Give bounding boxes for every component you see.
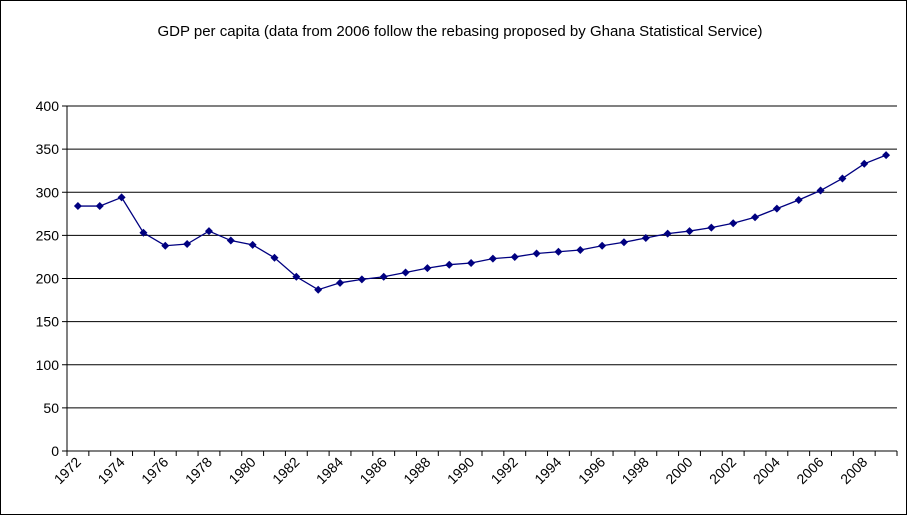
data-point — [772, 204, 781, 213]
data-point — [336, 278, 345, 287]
x-tick-label: 1992 — [488, 454, 521, 487]
x-tick-label: 2006 — [793, 454, 826, 487]
data-point — [663, 229, 672, 238]
data-point — [641, 233, 650, 242]
data-point — [838, 174, 847, 183]
data-point — [401, 268, 410, 277]
y-tick-label: 250 — [36, 227, 60, 243]
data-point — [794, 196, 803, 205]
data-point — [73, 202, 82, 211]
data-point — [204, 227, 213, 236]
x-tick-label: 1988 — [400, 454, 433, 487]
x-tick-label: 1980 — [225, 454, 258, 487]
data-point — [314, 285, 323, 294]
data-point — [816, 186, 825, 195]
data-point — [619, 238, 628, 247]
data-point — [598, 241, 607, 250]
x-tick-label: 1996 — [575, 454, 608, 487]
data-point — [248, 240, 257, 249]
data-point — [707, 223, 716, 232]
x-tick-label: 1998 — [619, 454, 652, 487]
data-point — [379, 272, 388, 281]
series-line — [77, 154, 887, 291]
gridlines — [67, 105, 897, 409]
x-tick-label: 1976 — [138, 454, 171, 487]
y-tick-label: 200 — [36, 271, 60, 287]
x-tick-label: 2000 — [662, 454, 695, 487]
y-tick-label: 400 — [36, 98, 60, 114]
data-point — [161, 241, 170, 250]
data-point — [860, 159, 869, 168]
y-tick-label: 350 — [36, 141, 60, 157]
axes — [62, 105, 898, 456]
y-tick-label: 150 — [36, 314, 60, 330]
data-point — [488, 254, 497, 263]
data-point — [576, 246, 585, 255]
x-tick-labels: 1972 1974 1976 1978 1980 1982 1984 1986 1988 1990… — [51, 454, 871, 487]
y-tick-label: 300 — [36, 184, 60, 200]
x-tick-label: 1974 — [94, 454, 127, 487]
data-point — [270, 253, 279, 262]
y-tick-label: 100 — [36, 357, 60, 373]
x-tick-label: 2004 — [750, 454, 783, 487]
data-point — [532, 249, 541, 258]
y-tick-label: 50 — [43, 400, 59, 416]
x-tick-label: 2008 — [837, 454, 870, 487]
data-point — [183, 240, 192, 248]
x-tick-label: 1984 — [313, 454, 346, 487]
x-tick-label: 1986 — [356, 454, 389, 487]
data-point — [510, 252, 519, 261]
data-point — [95, 202, 104, 211]
x-tick-label: 2002 — [706, 454, 739, 487]
x-tick-label: 1982 — [269, 454, 302, 487]
series — [73, 151, 891, 294]
data-point — [292, 272, 301, 281]
y-tick-labels: 0 50 100 150 200 250 300 350 400 — [36, 98, 60, 459]
data-point — [554, 247, 563, 256]
x-tick-label: 1994 — [531, 454, 564, 487]
data-point — [685, 227, 694, 236]
data-point — [467, 258, 476, 267]
x-tick-label: 1978 — [182, 454, 215, 487]
data-point — [423, 264, 432, 273]
data-point — [882, 151, 891, 160]
y-tick-label: 0 — [51, 443, 59, 459]
chart-title: GDP per capita (data from 2006 follow th… — [157, 23, 763, 40]
data-point — [117, 193, 126, 202]
x-tick-label: 1990 — [444, 454, 477, 487]
data-point — [357, 275, 366, 284]
data-point — [729, 219, 738, 228]
data-point — [226, 236, 235, 245]
data-point — [445, 260, 454, 269]
data-point — [751, 213, 760, 222]
data-point — [139, 228, 148, 237]
